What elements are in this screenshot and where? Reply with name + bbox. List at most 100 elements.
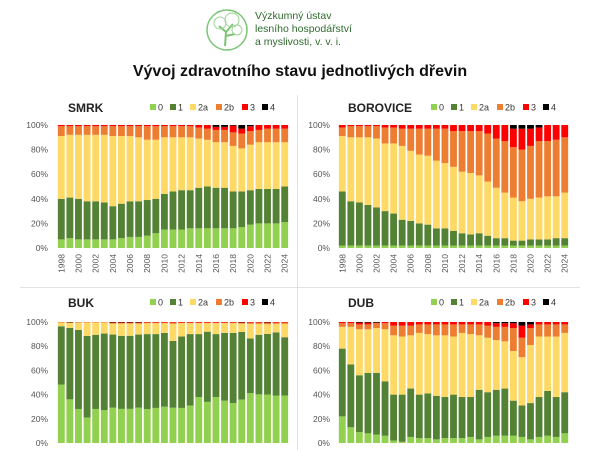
bar-segment-2021-3 bbox=[535, 127, 543, 141]
legend-label-0: 0 bbox=[158, 298, 163, 308]
bar-segment-2008-3 bbox=[424, 322, 432, 325]
bar-segment-2012-2b bbox=[178, 322, 186, 324]
bar-segment-2007-3 bbox=[135, 125, 143, 127]
bar-segment-1999-0 bbox=[66, 399, 74, 443]
bar-segment-2019-0 bbox=[238, 227, 246, 248]
bar-segment-2007-1 bbox=[415, 394, 423, 439]
bar-segment-2015-2b bbox=[484, 133, 492, 182]
y-tick-label: 40% bbox=[31, 390, 48, 400]
legend-label-0: 0 bbox=[439, 298, 444, 308]
bar-segment-2010-2a bbox=[160, 323, 168, 333]
bar-segment-2015-2a bbox=[203, 139, 211, 187]
bar-segment-2019-2a bbox=[518, 201, 526, 241]
bar-segment-2000-2b bbox=[75, 126, 82, 135]
bar-segment-1999-3 bbox=[347, 125, 355, 127]
bar-segment-2009-1 bbox=[432, 395, 440, 440]
bar-segment-2022-0 bbox=[264, 223, 271, 248]
bar-segment-2002-2a bbox=[373, 328, 380, 373]
bar-segment-2010-1 bbox=[160, 332, 168, 407]
bar-segment-2023-1 bbox=[552, 397, 560, 437]
bar-segment-2017-2b bbox=[501, 140, 509, 193]
bar-segment-2010-3 bbox=[160, 322, 168, 323]
bar-segment-2007-2b bbox=[135, 126, 143, 138]
bar-segment-2005-1 bbox=[398, 394, 406, 442]
legend-swatch-1 bbox=[451, 299, 457, 305]
bar-segment-2012-0 bbox=[458, 245, 466, 248]
bar-segment-2004-2a bbox=[390, 335, 398, 395]
bar-segment-2024-0 bbox=[561, 245, 569, 248]
bar-segment-2012-1 bbox=[458, 397, 466, 439]
bar-segment-2010-0 bbox=[441, 245, 449, 248]
y-tick-label: 100% bbox=[26, 317, 48, 327]
bar-segment-2019-2b bbox=[238, 322, 246, 324]
y-tick-label: 80% bbox=[313, 145, 330, 155]
bar-segment-2017-0 bbox=[501, 245, 509, 248]
bar-segment-2019-2a bbox=[238, 148, 246, 192]
bar-segment-2012-1 bbox=[178, 190, 186, 230]
bar-segment-1999-2a bbox=[66, 134, 74, 198]
chart-title: DUB bbox=[348, 296, 374, 310]
bar-segment-2020-1 bbox=[246, 190, 254, 225]
chart-dub: DUB 0 1 2a 2b 3 40%20%40%60%80%100% bbox=[308, 296, 569, 448]
legend-label-3: 3 bbox=[250, 298, 255, 308]
bar-segment-2001-1 bbox=[364, 372, 372, 434]
bar-segment-2022-1 bbox=[264, 333, 271, 395]
bar-segment-2001-0 bbox=[364, 245, 372, 248]
y-tick-label: 100% bbox=[26, 120, 48, 130]
bar-segment-2017-4 bbox=[501, 322, 509, 324]
bar-segment-2009-0 bbox=[152, 407, 160, 443]
bar-segment-2011-1 bbox=[169, 340, 177, 408]
bar-segment-2023-0 bbox=[272, 395, 280, 443]
org-name-line-1: Výzkumný ústav bbox=[255, 10, 332, 22]
bar-segment-2014-0 bbox=[195, 228, 203, 248]
legend-swatch-2b bbox=[216, 299, 222, 305]
y-tick-label: 20% bbox=[313, 414, 330, 424]
bar-segment-2022-0 bbox=[264, 394, 271, 443]
bar-segment-2001-2b bbox=[364, 126, 372, 138]
bar-segment-2005-3 bbox=[118, 125, 125, 127]
bar-segment-2021-2a bbox=[535, 336, 543, 398]
bar-segment-2008-2b bbox=[424, 128, 432, 156]
chart-title: BUK bbox=[68, 296, 94, 310]
bar-segment-2004-2a bbox=[109, 136, 117, 207]
bar-segment-2001-0 bbox=[83, 239, 91, 248]
bar-segment-2018-1 bbox=[229, 332, 237, 404]
bar-segment-2018-2a bbox=[229, 323, 237, 333]
bar-segment-1998-0 bbox=[57, 239, 65, 248]
bar-segment-2014-3 bbox=[195, 125, 203, 128]
bar-segment-2011-1 bbox=[169, 191, 177, 230]
x-tick-label: 2014 bbox=[474, 254, 484, 273]
bar-segment-2014-1 bbox=[195, 187, 203, 229]
bar-segment-2009-3 bbox=[152, 322, 160, 323]
bar-segment-2005-3 bbox=[118, 322, 125, 323]
bar-segment-2015-2a bbox=[484, 181, 492, 236]
bar-segment-2012-0 bbox=[178, 229, 186, 248]
bar-segment-2003-2a bbox=[100, 134, 108, 203]
bar-segment-2020-2b bbox=[527, 328, 534, 345]
bar-segment-2008-0 bbox=[424, 438, 432, 443]
bar-segment-2006-3 bbox=[407, 125, 415, 129]
bar-segment-2019-4 bbox=[518, 322, 526, 326]
bar-segment-2009-3 bbox=[432, 125, 440, 129]
bar-segment-1998-0 bbox=[338, 416, 346, 443]
bar-segment-2021-3 bbox=[255, 322, 263, 323]
bar-segment-2018-0 bbox=[229, 403, 237, 443]
x-tick-label: 2000 bbox=[354, 254, 364, 273]
bar-segment-2019-2b bbox=[518, 337, 526, 358]
bar-segment-2022-3 bbox=[264, 322, 271, 323]
bar-segment-2003-2b bbox=[100, 126, 108, 135]
bar-segment-2010-1 bbox=[441, 397, 449, 439]
bar-segment-2010-2a bbox=[441, 163, 449, 229]
bar-segment-2009-2b bbox=[152, 126, 160, 140]
bar-segment-2015-0 bbox=[203, 401, 211, 443]
y-tick-label: 20% bbox=[313, 218, 330, 228]
bar-segment-2002-3 bbox=[373, 125, 380, 127]
y-tick-label: 0% bbox=[318, 243, 331, 253]
bar-segment-1999-2a bbox=[66, 322, 74, 328]
bar-segment-2011-2b bbox=[450, 324, 457, 337]
bar-segment-2023-3 bbox=[272, 322, 280, 323]
bar-segment-2011-0 bbox=[169, 229, 177, 248]
bar-segment-2021-1 bbox=[535, 397, 543, 437]
bar-segment-2011-1 bbox=[450, 230, 457, 246]
bar-segment-2023-3 bbox=[272, 125, 280, 129]
